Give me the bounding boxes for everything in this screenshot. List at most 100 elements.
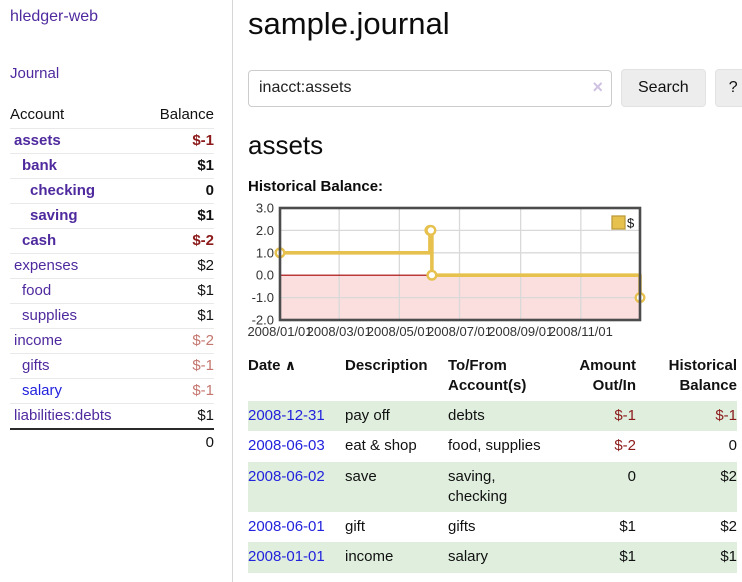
main-content: sample.journal × Search ? assets Histori…: [233, 0, 742, 582]
svg-text:2008/09/01: 2008/09/01: [488, 324, 553, 339]
account-column-header: Account: [10, 106, 65, 123]
chart-heading: Historical Balance:: [248, 178, 384, 195]
transaction-accounts: gifts: [448, 518, 476, 535]
account-row: food $1: [10, 278, 214, 304]
account-row: checking 0: [10, 178, 214, 204]
account-title: assets: [248, 130, 324, 160]
account-row: expenses $2: [10, 253, 214, 279]
account-row: liabilities:debts $1: [10, 403, 214, 429]
account-link-supplies[interactable]: supplies: [22, 307, 78, 324]
sidebar-item-journal[interactable]: Journal: [10, 65, 60, 82]
account-balance: $-2: [142, 328, 214, 354]
account-link-income[interactable]: income: [14, 332, 63, 349]
account-row: assets $-1: [10, 128, 214, 154]
transaction-accounts: saving, checking: [448, 467, 508, 505]
svg-text:1.0: 1.0: [256, 245, 274, 260]
transaction-description: pay off: [345, 407, 390, 424]
transaction-row: 2008-06-03 eat & shop food, supplies $-2…: [248, 431, 737, 461]
transaction-amount: 0: [627, 467, 636, 485]
balance-column-header: Balance: [159, 106, 214, 123]
historical-balance-chart: $3.0 2.0 1.0 0.0 -1.0 -2.02008/01/012008/03/0…: [247, 203, 646, 339]
account-balance: $2: [142, 253, 214, 279]
balance-column-header: Historical Balance: [668, 357, 737, 394]
account-balance: $-1: [142, 128, 214, 154]
sort-asc-icon: ∧: [284, 357, 297, 373]
account-balance: 0: [142, 178, 214, 204]
account-balance: $-2: [142, 228, 214, 254]
account-balance-table: Account Balance assets $-1 bank $1 check…: [10, 104, 214, 455]
svg-text:0.0: 0.0: [256, 268, 274, 283]
account-row: saving $1: [10, 203, 214, 229]
transaction-description: eat & shop: [345, 437, 417, 455]
account-row: income $-2: [10, 328, 214, 354]
svg-text:$: $: [627, 216, 635, 231]
register-header-row: Date ∧ Description To/From Account(s) Am…: [248, 356, 737, 401]
account-link-expenses[interactable]: expenses: [14, 257, 79, 274]
transaction-description: save: [345, 467, 377, 485]
search-button[interactable]: Search: [621, 69, 706, 107]
page-title: sample.journal: [248, 6, 450, 41]
transaction-accounts: debts: [448, 407, 485, 424]
transactions-table: Date ∧ Description To/From Account(s) Am…: [248, 356, 737, 573]
account-link-liabilities-debts[interactable]: liabilities:debts: [14, 407, 112, 424]
transaction-date-link[interactable]: 2008-06-01: [248, 518, 325, 535]
transaction-date-link[interactable]: 2008-01-01: [248, 548, 325, 566]
svg-text:-2.0: -2.0: [252, 313, 274, 328]
transaction-date-link[interactable]: 2008-06-02: [248, 467, 325, 485]
transaction-row: 2008-06-01 gift gifts $1 $2: [248, 512, 737, 542]
brand-link[interactable]: hledger-web: [10, 8, 99, 25]
transaction-balance: $-1: [715, 407, 737, 424]
amount-column-header: Amount Out/In: [579, 357, 636, 394]
description-column-header: Description: [345, 357, 428, 374]
transaction-balance: $2: [720, 467, 737, 485]
account-link-gifts[interactable]: gifts: [22, 357, 50, 374]
clear-search-icon[interactable]: ×: [592, 76, 603, 97]
account-row: gifts $-1: [10, 353, 214, 379]
account-balance: $1: [142, 278, 214, 304]
account-link-cash[interactable]: cash: [22, 232, 57, 249]
svg-text:2008/05/01: 2008/05/01: [367, 324, 432, 339]
account-link-salary[interactable]: salary: [22, 382, 63, 399]
account-balance: $1: [142, 203, 214, 229]
account-balance: $1: [142, 153, 214, 179]
svg-text:2008/01/01: 2008/01/01: [247, 324, 312, 339]
sidebar: hledger-web Journal Account Balance asse…: [0, 0, 233, 582]
svg-text:2008/07/01: 2008/07/01: [427, 324, 492, 339]
account-row: salary $-1: [10, 378, 214, 404]
transaction-amount: $-2: [614, 437, 636, 455]
svg-text:2008/11/01: 2008/11/01: [549, 324, 613, 339]
transaction-date-link[interactable]: 2008-12-31: [248, 407, 325, 424]
transaction-accounts: food, supplies: [448, 437, 541, 455]
accounts-column-header: To/From Account(s): [448, 357, 527, 394]
svg-text:3.0: 3.0: [256, 203, 274, 216]
total-balance: 0: [10, 428, 214, 455]
account-balance: $1: [142, 403, 214, 429]
transaction-row: 2008-12-31 pay off debts $-1 $-1: [248, 401, 737, 432]
svg-text:2008/03/01: 2008/03/01: [307, 324, 372, 339]
account-balance: $-1: [142, 353, 214, 379]
account-link-checking[interactable]: checking: [30, 182, 96, 199]
search-input[interactable]: [248, 69, 612, 107]
help-button[interactable]: ?: [714, 69, 742, 107]
search-form: × Search ?: [248, 69, 742, 107]
account-balance: $1: [142, 303, 214, 329]
account-link-saving[interactable]: saving: [30, 207, 78, 224]
transaction-amount: $1: [619, 518, 636, 535]
transaction-accounts: salary: [448, 548, 489, 566]
account-row: cash $-2: [10, 228, 214, 254]
account-link-food[interactable]: food: [22, 282, 52, 299]
transaction-row: 2008-01-01 income salary $1 $1: [248, 542, 737, 573]
transaction-balance: $2: [720, 518, 737, 535]
transaction-date-link[interactable]: 2008-06-03: [248, 437, 325, 455]
total-row: 0: [10, 428, 214, 455]
account-balance: $-1: [142, 378, 214, 404]
account-link-bank[interactable]: bank: [22, 157, 58, 174]
transaction-description: gift: [345, 518, 366, 535]
transaction-row: 2008-06-02 save saving, checking 0 $2: [248, 461, 737, 512]
date-column-header[interactable]: Date ∧: [248, 357, 297, 374]
transaction-description: income: [345, 548, 394, 566]
svg-text:2.0: 2.0: [256, 223, 274, 238]
transaction-amount: $-1: [614, 407, 636, 424]
account-link-assets[interactable]: assets: [14, 132, 61, 149]
